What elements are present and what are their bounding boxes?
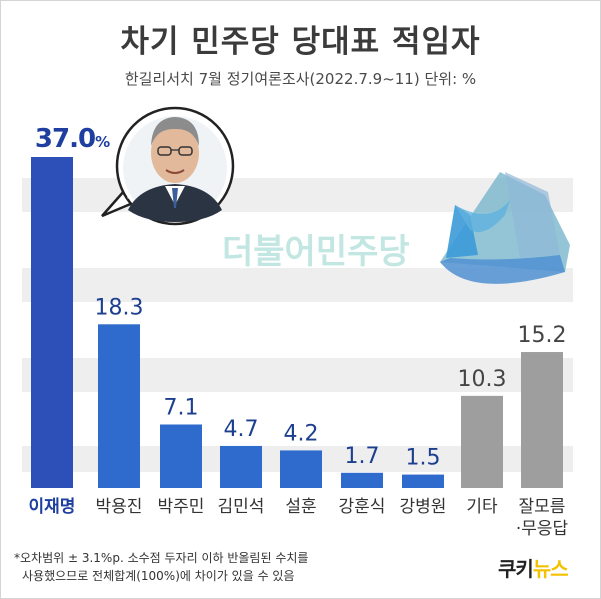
value-label: 15.2 <box>518 323 567 348</box>
brand-logo-accent: 뉴스 <box>532 557 569 581</box>
chart-subtitle: 한길리서치 7월 정기여론조사(2022.7.9~11) 단위: % <box>124 70 477 88</box>
bar <box>521 352 563 488</box>
brand-logo: 쿠키뉴스 <box>498 553 569 582</box>
value-label: 4.7 <box>224 417 259 442</box>
candidate-portrait-bubble <box>101 106 235 226</box>
value-label-unit: % <box>95 133 110 151</box>
bar <box>402 474 444 488</box>
value-label: 7.1 <box>164 395 199 420</box>
bars <box>31 157 563 488</box>
value-label: 1.5 <box>406 446 441 471</box>
value-label: 4.2 <box>284 421 319 446</box>
bar <box>160 424 202 488</box>
democratic-party-flag-logo <box>440 172 570 284</box>
party-name-watermark: 더불어민주당 <box>222 232 410 272</box>
value-label: 1.7 <box>345 444 380 469</box>
category-label: 기타 <box>466 497 498 517</box>
category-label: 박용진 <box>96 497 143 517</box>
value-label: 18.3 <box>95 295 144 320</box>
bar <box>98 324 140 488</box>
category-label: 박주민 <box>158 497 205 517</box>
bar <box>31 157 73 488</box>
bar <box>220 445 262 488</box>
category-label: 이재명 <box>29 497 76 517</box>
portrait-photo <box>123 116 227 222</box>
category-label: 김민석 <box>218 497 265 517</box>
value-label: 10.3 <box>458 367 507 392</box>
category-label: 강훈식 <box>339 497 386 517</box>
footnote-line: 사용했으므로 전체합계(100%)에 차이가 있을 수 있음 <box>22 569 295 583</box>
footnote-line: *오차범위 ± 3.1%p. 소수점 두자리 이하 반올림된 수치를 <box>14 551 309 565</box>
category-labels: 이재명 박용진 박주민 김민석 설훈 강훈식 강병원 기타 잘모름·무응답 <box>29 497 569 539</box>
value-label: 37.0% <box>35 124 110 154</box>
bar <box>280 450 322 488</box>
category-label: 설훈 <box>285 497 316 517</box>
category-label: ·무응답 <box>516 519 569 539</box>
bar <box>341 472 383 488</box>
category-label: 잘모름 <box>519 497 566 517</box>
brand-logo-part: 쿠키 <box>498 557 534 581</box>
footnote: *오차범위 ± 3.1%p. 소수점 두자리 이하 반올림된 수치를 사용했으므… <box>14 549 308 585</box>
category-label: 강병원 <box>400 497 447 517</box>
value-labels: 37.0% 18.3 7.1 4.7 4.2 1.7 1.5 10.3 15.2 <box>35 124 567 471</box>
bar <box>461 395 503 488</box>
chart-title: 차기 민주당 당대표 적임자 <box>120 24 481 60</box>
value-label-number: 37.0 <box>35 124 95 154</box>
